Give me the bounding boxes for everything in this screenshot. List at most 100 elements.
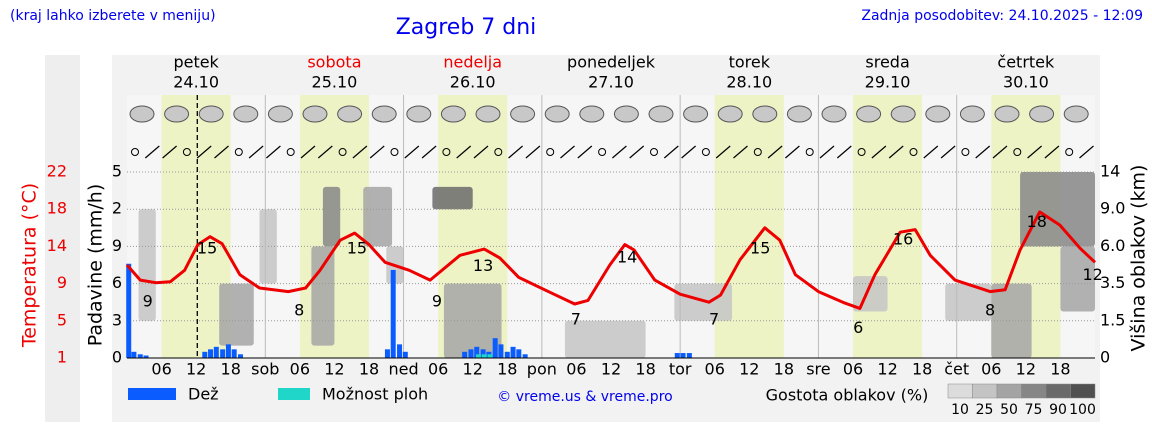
cloud-legend-swatch <box>996 383 1022 399</box>
wind-calm <box>598 148 607 156</box>
x-tick-label: 12 <box>1016 360 1036 379</box>
wind-calm <box>182 148 191 156</box>
x-tick-label: 12 <box>463 360 483 379</box>
x-tick-label: 06 <box>705 360 725 379</box>
legend-label: Dež <box>188 385 219 404</box>
weather-icon <box>510 105 536 123</box>
wind-barb <box>975 145 991 159</box>
y-tick-label: 1 <box>57 348 67 367</box>
cloud-tick-label: 1.5 <box>1100 310 1125 329</box>
rain-bar <box>680 353 686 358</box>
weather-icon <box>717 105 743 123</box>
rain-bar <box>462 351 468 358</box>
wind-barb <box>369 145 385 159</box>
weather-icon <box>337 105 363 123</box>
day-name: nedelja <box>443 53 502 72</box>
wind-barb <box>1079 145 1094 159</box>
weather-icon <box>129 105 155 123</box>
rain-bar <box>231 349 237 358</box>
cloud-tick-label: 6.0 <box>1100 236 1125 255</box>
rain-bar <box>238 354 244 358</box>
wind-barb <box>819 145 835 159</box>
weather-icon <box>821 105 847 123</box>
daylight-band <box>853 95 923 358</box>
wind-calm <box>909 148 918 156</box>
chart-title: Zagreb 7 dni <box>396 15 537 40</box>
rain-bar <box>468 349 474 358</box>
wind-calm <box>234 148 243 156</box>
rain-bar <box>220 349 226 358</box>
wind-barb <box>352 145 368 159</box>
day-name: torek <box>729 53 771 72</box>
precip-tick-label: 0 <box>112 348 122 367</box>
cloud-block <box>674 283 732 321</box>
wind-barb <box>681 145 696 159</box>
wind-calm <box>961 148 970 156</box>
temperature-label: 9 <box>143 292 153 311</box>
temperature-label: 6 <box>853 318 863 337</box>
legend-label: Možnost ploh <box>322 385 428 404</box>
weather-icon <box>475 105 501 123</box>
cloud-tick-label: 9.0 <box>1100 199 1125 218</box>
wind-barb <box>612 145 627 159</box>
wind-barb <box>144 145 160 159</box>
day-name: sobota <box>307 53 361 72</box>
wind-calm <box>390 148 399 156</box>
rain-bar <box>208 349 214 358</box>
rain-bar <box>474 346 480 358</box>
rain-bar <box>492 338 498 358</box>
x-tick-label: 18 <box>1050 360 1070 379</box>
cloud-block <box>311 246 335 346</box>
weather-icon <box>786 105 812 123</box>
x-tick-label: 06 <box>981 360 1001 379</box>
weather-icon <box>752 105 778 123</box>
temperature-label: 9 <box>432 292 442 311</box>
x-tick-label: 18 <box>359 360 379 379</box>
legend-swatch <box>128 388 176 400</box>
day-date: 27.10 <box>588 73 634 92</box>
precip-axis-title: Padavine (mm/h) <box>85 184 107 347</box>
temperature-label: 8 <box>294 301 304 320</box>
cloud-legend-label: 90 <box>1049 402 1067 418</box>
cloud-tick-label: 3.5 <box>1100 273 1125 292</box>
cloud-block <box>138 209 156 321</box>
weather-icon <box>302 105 328 123</box>
cloud-legend-swatch <box>1021 383 1047 399</box>
x-tick-label: 06 <box>151 360 171 379</box>
day-date: 29.10 <box>865 73 911 92</box>
precip-tick-label: 5 <box>112 162 122 181</box>
wind-calm <box>857 148 866 156</box>
rain-bar <box>402 351 408 358</box>
rain-bar <box>686 353 692 358</box>
cloud-tick-label: 14 <box>1100 162 1120 181</box>
cloud-block <box>564 320 646 358</box>
day-date: 25.10 <box>312 73 358 92</box>
cloud-legend-swatch <box>947 383 973 399</box>
wind-calm <box>1065 148 1074 156</box>
y-tick-label: 5 <box>57 310 67 329</box>
cloud-legend-label: 75 <box>1025 402 1043 418</box>
cloud-legend-title: Gostota oblakov (%) <box>766 386 929 405</box>
left-panel <box>45 55 80 422</box>
temperature-label: 12 <box>1083 265 1103 284</box>
weather-icon <box>959 105 985 123</box>
wind-barb <box>560 145 575 159</box>
weather-icon <box>440 105 466 123</box>
cloud-block <box>1060 246 1095 312</box>
wind-calm <box>753 148 762 156</box>
wind-barb <box>300 145 316 159</box>
weather-icon <box>1063 105 1089 123</box>
wind-calm <box>805 148 814 156</box>
rain-bar <box>384 349 390 358</box>
credit: © vreme.us & vreme.pro <box>497 389 672 405</box>
rain-bar <box>126 263 132 358</box>
temperature-label: 15 <box>197 239 217 258</box>
y-axis-title: Temperatura (°C) <box>19 183 41 348</box>
rain-bar <box>504 351 510 358</box>
weather-icon <box>267 105 293 123</box>
weather-icon <box>164 105 190 123</box>
cloud-tick-label: 0 <box>1100 348 1110 367</box>
y-tick-label: 9 <box>57 273 67 292</box>
weather-icon <box>1029 105 1055 123</box>
